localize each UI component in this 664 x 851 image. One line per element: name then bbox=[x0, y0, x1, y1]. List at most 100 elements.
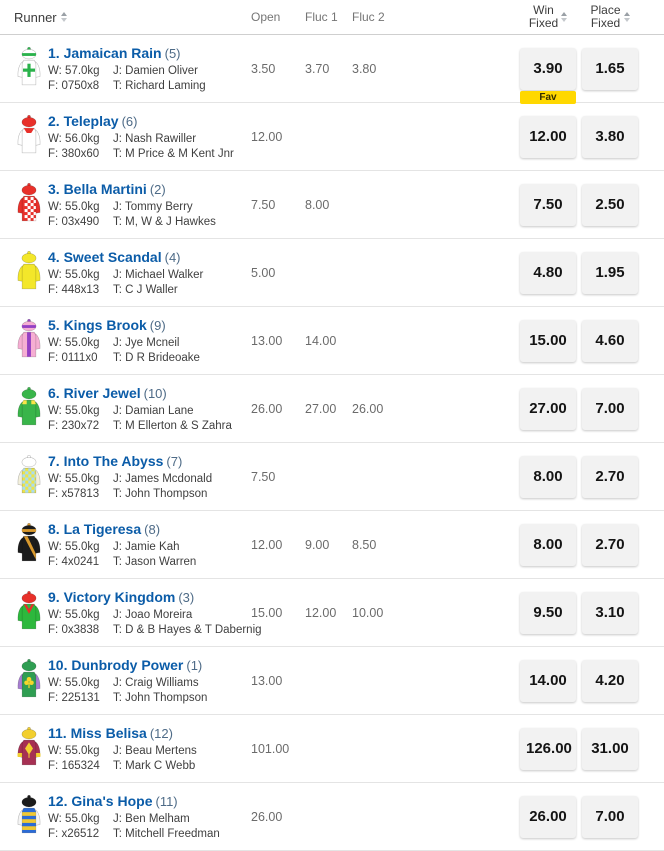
sort-icon bbox=[561, 12, 568, 22]
open-odds-value: 26.00 bbox=[251, 809, 283, 824]
runner-name[interactable]: 4. Sweet Scandal bbox=[48, 249, 162, 265]
fluc2-odds-value: 8.50 bbox=[352, 537, 377, 552]
runner-info: 9. Victory Kingdom (3) W: 55.0kg J: Joao … bbox=[48, 589, 262, 636]
runner-name[interactable]: 10. Dunbrody Power bbox=[48, 657, 184, 673]
open-odds-value: 15.00 bbox=[251, 605, 283, 620]
fluc1-odds-value: 8.00 bbox=[305, 197, 330, 212]
win-odds-button[interactable]: 4.80 bbox=[520, 251, 576, 294]
place-odds-button[interactable]: 7.00 bbox=[582, 387, 638, 430]
runner-barrier: (5) bbox=[164, 46, 181, 61]
win-odds-button[interactable]: 15.00 bbox=[520, 319, 576, 362]
runner-details: W: 55.0kg J: Tommy Berry F: 03x490 T: M,… bbox=[48, 201, 251, 228]
place-odds-button[interactable]: 3.10 bbox=[582, 591, 638, 634]
win-odds-button[interactable]: 126.00 bbox=[520, 727, 576, 770]
runner-barrier: (4) bbox=[164, 250, 181, 265]
fav-badge: Fav bbox=[520, 90, 576, 104]
win-odds-button[interactable]: 8.00 bbox=[520, 523, 576, 566]
runner-trainer: T: Mitchell Freedman bbox=[113, 828, 220, 840]
win-odds-button[interactable]: 14.00 bbox=[520, 659, 576, 702]
win-odds-button[interactable]: 7.50 bbox=[520, 183, 576, 226]
runner-row: 2. Teleplay (6) W: 56.0kg J: Nash Rawille… bbox=[0, 103, 664, 171]
runner-trainer: T: M, W & J Hawkes bbox=[113, 216, 216, 228]
runner-name-line: 5. Kings Brook (9) bbox=[48, 317, 251, 335]
runner-name-line: 8. La Tigeresa (8) bbox=[48, 521, 251, 539]
win-fixed-cell: 27.00 bbox=[520, 387, 576, 430]
runner-form: F: 225131 bbox=[48, 692, 100, 704]
runner-jockey: J: Beau Mertens bbox=[113, 745, 197, 757]
runner-form: F: 03x490 bbox=[48, 216, 100, 228]
win-fixed-cell: 14.00 bbox=[520, 659, 576, 702]
runner-barrier: (3) bbox=[178, 590, 195, 605]
runner-weight: W: 56.0kg bbox=[48, 133, 100, 145]
fluc1-odds-value: 27.00 bbox=[305, 401, 337, 416]
jockey-silk-icon bbox=[14, 522, 48, 568]
place-odds-button[interactable]: 1.65 bbox=[582, 47, 638, 90]
column-header-runner[interactable]: Runner bbox=[14, 10, 251, 25]
runner-details: W: 57.0kg J: Damien Oliver F: 0750x8 T: … bbox=[48, 65, 251, 92]
runner-jockey: J: Jamie Kah bbox=[113, 541, 180, 553]
runner-name[interactable]: 2. Teleplay bbox=[48, 113, 119, 129]
runner-barrier: (11) bbox=[155, 794, 178, 809]
runner-name-line: 11. Miss Belisa (12) bbox=[48, 725, 251, 743]
runner-name[interactable]: 9. Victory Kingdom bbox=[48, 589, 176, 605]
runner-name-line: 6. River Jewel (10) bbox=[48, 385, 251, 403]
place-odds-button[interactable]: 2.70 bbox=[582, 523, 638, 566]
column-header-win-fixed[interactable]: Win Fixed bbox=[520, 4, 576, 30]
runner-weight: W: 57.0kg bbox=[48, 65, 100, 77]
runner-name[interactable]: 8. La Tigeresa bbox=[48, 521, 142, 537]
jockey-silk-icon bbox=[14, 590, 48, 636]
runner-trainer: T: Jason Warren bbox=[113, 556, 197, 568]
runner-barrier: (2) bbox=[149, 182, 166, 197]
runner-barrier: (8) bbox=[144, 522, 161, 537]
win-odds-button[interactable]: 9.50 bbox=[520, 591, 576, 634]
place-odds-button[interactable]: 4.60 bbox=[582, 319, 638, 362]
win-odds-button[interactable]: 12.00 bbox=[520, 115, 576, 158]
runner-form: F: 0750x8 bbox=[48, 80, 100, 92]
runner-info: 2. Teleplay (6) W: 56.0kg J: Nash Rawille… bbox=[48, 113, 251, 160]
open-odds-value: 3.50 bbox=[251, 61, 276, 76]
open-odds-value: 5.00 bbox=[251, 265, 276, 280]
place-odds-button[interactable]: 3.80 bbox=[582, 115, 638, 158]
runner-name[interactable]: 1. Jamaican Rain bbox=[48, 45, 162, 61]
place-odds-button[interactable]: 2.70 bbox=[582, 455, 638, 498]
win-odds-button[interactable]: 26.00 bbox=[520, 795, 576, 838]
runner-trainer: T: C J Waller bbox=[113, 284, 178, 296]
fluc1-odds-value: 9.00 bbox=[305, 537, 330, 552]
place-odds-button[interactable]: 4.20 bbox=[582, 659, 638, 702]
win-odds-button[interactable]: 3.90 bbox=[520, 47, 576, 90]
runner-jockey: J: James Mcdonald bbox=[113, 473, 213, 485]
runner-form: F: 230x72 bbox=[48, 420, 100, 432]
runner-name[interactable]: 5. Kings Brook bbox=[48, 317, 147, 333]
runner-name[interactable]: 6. River Jewel bbox=[48, 385, 141, 401]
jockey-silk-icon bbox=[14, 386, 48, 432]
runner-row: 5. Kings Brook (9) W: 55.0kg J: Jye Mcnei… bbox=[0, 307, 664, 375]
place-odds-button[interactable]: 2.50 bbox=[582, 183, 638, 226]
runner-trainer: T: Mark C Webb bbox=[113, 760, 196, 772]
win-fixed-header-label: Win Fixed bbox=[528, 3, 559, 30]
runner-name[interactable]: 12. Gina's Hope bbox=[48, 793, 153, 809]
open-odds-value: 13.00 bbox=[251, 673, 283, 688]
place-odds-button[interactable]: 31.00 bbox=[582, 727, 638, 770]
runner-name[interactable]: 11. Miss Belisa bbox=[48, 725, 147, 741]
runner-name-line: 10. Dunbrody Power (1) bbox=[48, 657, 251, 675]
win-fixed-cell: 126.00 bbox=[520, 727, 576, 770]
fluc2-odds-value: 26.00 bbox=[352, 401, 384, 416]
win-odds-button[interactable]: 8.00 bbox=[520, 455, 576, 498]
runner-info: 11. Miss Belisa (12) W: 55.0kg J: Beau Me… bbox=[48, 725, 251, 772]
place-fixed-cell: 2.70 bbox=[582, 455, 638, 498]
column-header-place-fixed[interactable]: Place Fixed bbox=[582, 4, 638, 30]
runner-name[interactable]: 7. Into The Abyss bbox=[48, 453, 164, 469]
runner-name[interactable]: 3. Bella Martini bbox=[48, 181, 147, 197]
win-odds-button[interactable]: 27.00 bbox=[520, 387, 576, 430]
runner-info: 1. Jamaican Rain (5) W: 57.0kg J: Damien … bbox=[48, 45, 251, 92]
runner-barrier: (9) bbox=[149, 318, 166, 333]
open-odds-value: 12.00 bbox=[251, 537, 283, 552]
fluc1-odds-value: 12.00 bbox=[305, 605, 337, 620]
table-header: Runner Open Fluc 1 Fluc 2 Win Fixed Place… bbox=[0, 0, 664, 35]
runner-info: 5. Kings Brook (9) W: 55.0kg J: Jye Mcnei… bbox=[48, 317, 251, 364]
place-odds-button[interactable]: 7.00 bbox=[582, 795, 638, 838]
jockey-silk-icon bbox=[14, 454, 48, 500]
open-odds-value: 26.00 bbox=[251, 401, 283, 416]
runner-name-line: 3. Bella Martini (2) bbox=[48, 181, 251, 199]
place-odds-button[interactable]: 1.95 bbox=[582, 251, 638, 294]
